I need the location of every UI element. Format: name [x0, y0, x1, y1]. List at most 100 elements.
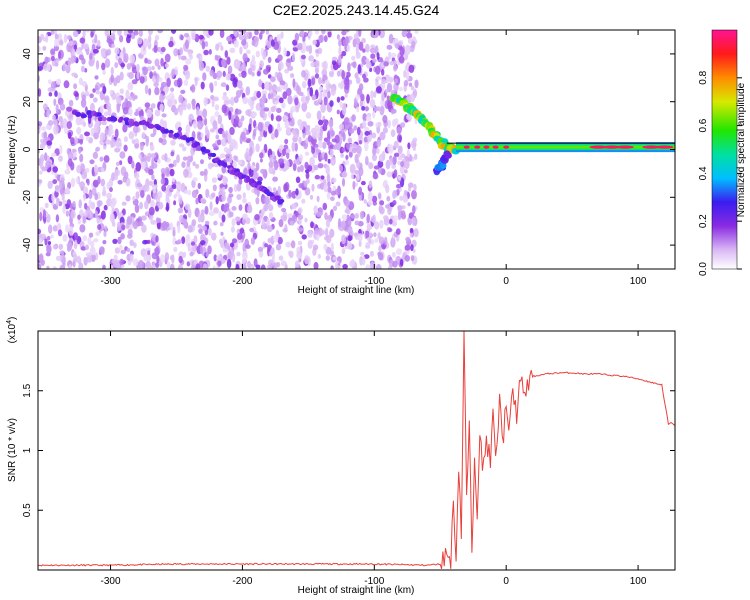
spectrogram-cell — [200, 233, 205, 242]
spectrogram-track-cell — [168, 129, 174, 134]
spectrogram-cell — [184, 70, 191, 80]
spectrogram-cell — [95, 90, 101, 95]
spectrogram-cell — [267, 92, 272, 100]
spectrogram-cell — [145, 167, 149, 174]
spectrogram-cell — [70, 137, 75, 145]
spectrogram-cell — [92, 179, 99, 188]
spectrogram-cell — [52, 114, 56, 121]
spectrogram-cell — [335, 201, 341, 207]
spectrogram-cell — [209, 69, 214, 77]
x-tick-label: -300 — [101, 576, 121, 587]
spectrogram-cell — [106, 102, 111, 111]
spectrogram-cell — [301, 54, 306, 60]
spectrogram-cell — [173, 48, 179, 57]
spectrogram-cell — [366, 94, 370, 104]
spectrogram-cell — [92, 151, 99, 159]
spectrogram-cell — [386, 171, 393, 178]
spectrogram-cell — [305, 45, 310, 52]
spectrogram-cell — [232, 241, 239, 250]
spectrogram-cell — [259, 158, 263, 163]
spectrogram-cell — [355, 72, 359, 77]
spectrogram-cell — [195, 197, 199, 205]
spectrogram-cell — [68, 40, 74, 46]
spectrogram-cell — [97, 224, 102, 230]
spectrogram-cell — [324, 235, 330, 241]
spectrogram-cell — [283, 47, 287, 57]
spectrogram-cell — [340, 153, 344, 158]
spectrogram-cell — [55, 255, 62, 261]
spectrogram-cell — [194, 76, 198, 87]
spectrogram-cell — [351, 55, 356, 61]
spectrogram-cell — [148, 34, 152, 43]
spectrogram-cell — [199, 245, 203, 255]
spectrogram-cell — [299, 154, 303, 163]
spectrogram-cell — [313, 164, 319, 171]
spectrogram-cell — [117, 180, 123, 185]
spectrogram-cell — [145, 260, 152, 269]
spectrogram-cell — [279, 80, 286, 86]
spectrogram-cell — [297, 119, 303, 127]
spectrogram-cell — [132, 126, 139, 134]
spectrogram-cell — [275, 115, 282, 122]
spectrogram-cell — [59, 264, 65, 269]
spectrogram-cell — [311, 77, 316, 86]
spectrogram-cell — [171, 254, 175, 264]
x-tick-label: 0 — [503, 276, 509, 287]
spectrogram-cell — [398, 135, 402, 143]
spectrogram-cell — [116, 221, 121, 232]
spectrogram-cell — [277, 185, 281, 196]
spectrogram-cell — [214, 54, 219, 61]
spectrogram-cell — [396, 126, 402, 135]
spectrogram-cell — [93, 164, 98, 174]
spectrogram-cell — [320, 103, 326, 113]
spectrogram-cell — [135, 162, 142, 172]
spectrogram-cell — [331, 59, 337, 66]
spectrogram-cell — [92, 48, 99, 54]
spectrogram-cell — [332, 205, 338, 212]
spectrogram-cell — [85, 244, 89, 251]
spectrogram-cell — [325, 255, 330, 261]
spectrogram-cell — [100, 167, 105, 173]
spectrogram-cell — [314, 73, 320, 79]
spectrogram-cell — [69, 56, 75, 64]
spectrogram-cell — [338, 39, 342, 47]
spectrogram-cell — [330, 242, 334, 252]
spectrogram-cell — [165, 206, 170, 211]
spectrogram-y-label: Frequency (Hz) — [7, 116, 18, 185]
spectrogram-cell — [176, 77, 183, 88]
spectrogram-cell — [208, 30, 214, 36]
spectrogram-cell — [318, 86, 324, 92]
spectrogram-cell — [42, 63, 49, 72]
spectrogram-cell — [85, 252, 92, 257]
spectrogram-cell — [341, 247, 346, 255]
spectrogram-cell — [366, 213, 370, 224]
spectrogram-cell — [197, 212, 202, 223]
spectrogram-cell — [119, 71, 124, 81]
spectrogram-cell — [173, 159, 177, 167]
spectrogram-cell — [142, 239, 148, 245]
spectrogram-cell — [155, 217, 160, 224]
spectrogram-cell — [411, 189, 417, 200]
spectrogram-cell — [173, 99, 178, 105]
spectrogram-cell — [263, 204, 269, 212]
spectrogram-cell — [322, 141, 327, 150]
spectrogram-cell — [267, 264, 273, 269]
spectrogram-cell — [354, 212, 360, 219]
spectrogram-cell — [283, 183, 288, 193]
spectrogram-cell — [235, 59, 241, 70]
spectrogram-cell — [123, 144, 128, 152]
spectrogram-cell — [224, 242, 230, 250]
spectrogram-cell — [302, 132, 306, 139]
spectrogram-cell — [64, 187, 70, 194]
spectrogram-cell — [154, 87, 160, 96]
spectrogram-cell — [410, 255, 415, 262]
spectrogram-cell — [287, 65, 294, 71]
spectrogram-cell — [38, 228, 42, 235]
spectrogram-cell — [201, 199, 207, 204]
spectrogram-cell — [38, 66, 43, 71]
carrier-peak — [463, 145, 470, 149]
spectrogram-cell — [229, 242, 235, 248]
spectrogram-cell — [207, 162, 213, 170]
spectrogram-cell — [254, 30, 259, 36]
spectrogram-cell — [301, 101, 308, 112]
